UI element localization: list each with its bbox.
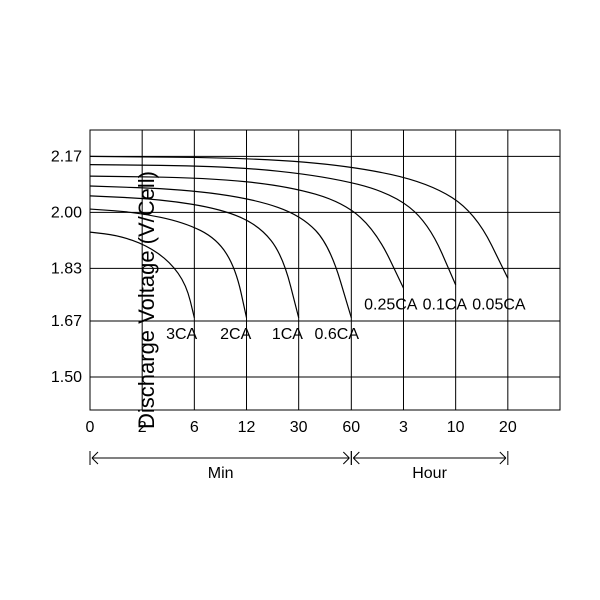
chart-svg: 026123060310201.501.671.832.002.173CA2CA… bbox=[0, 0, 600, 600]
discharge-chart: Discharge Voltage (V/Cell) 0261230603102… bbox=[0, 0, 600, 600]
curve-0.6CA bbox=[90, 186, 351, 318]
x-tick-label: 10 bbox=[447, 419, 465, 436]
curve-label-1CA: 1CA bbox=[272, 326, 303, 343]
y-tick-label: 1.67 bbox=[51, 313, 82, 330]
x-tick-label: 0 bbox=[86, 419, 95, 436]
x-tick-label: 6 bbox=[190, 419, 199, 436]
time-section-label: Min bbox=[208, 465, 234, 482]
y-tick-label: 2.17 bbox=[51, 148, 82, 165]
curve-label-0.05CA: 0.05CA bbox=[472, 296, 526, 313]
y-tick-label: 1.83 bbox=[51, 260, 82, 277]
y-tick-label: 2.00 bbox=[51, 204, 82, 221]
curve-label-0.25CA: 0.25CA bbox=[364, 296, 418, 313]
y-tick-label: 1.50 bbox=[51, 369, 82, 386]
curve-2CA bbox=[90, 209, 247, 318]
time-section-label: Hour bbox=[412, 465, 447, 482]
curve-label-0.6CA: 0.6CA bbox=[315, 326, 360, 343]
y-axis-label: Discharge Voltage (V/Cell) bbox=[134, 171, 160, 429]
curve-label-2CA: 2CA bbox=[220, 326, 251, 343]
x-tick-label: 30 bbox=[290, 419, 308, 436]
curve-label-3CA: 3CA bbox=[166, 326, 197, 343]
x-tick-label: 20 bbox=[499, 419, 517, 436]
x-tick-label: 12 bbox=[238, 419, 256, 436]
x-tick-label: 60 bbox=[342, 419, 360, 436]
x-tick-label: 3 bbox=[399, 419, 408, 436]
curve-label-0.1CA: 0.1CA bbox=[423, 296, 468, 313]
